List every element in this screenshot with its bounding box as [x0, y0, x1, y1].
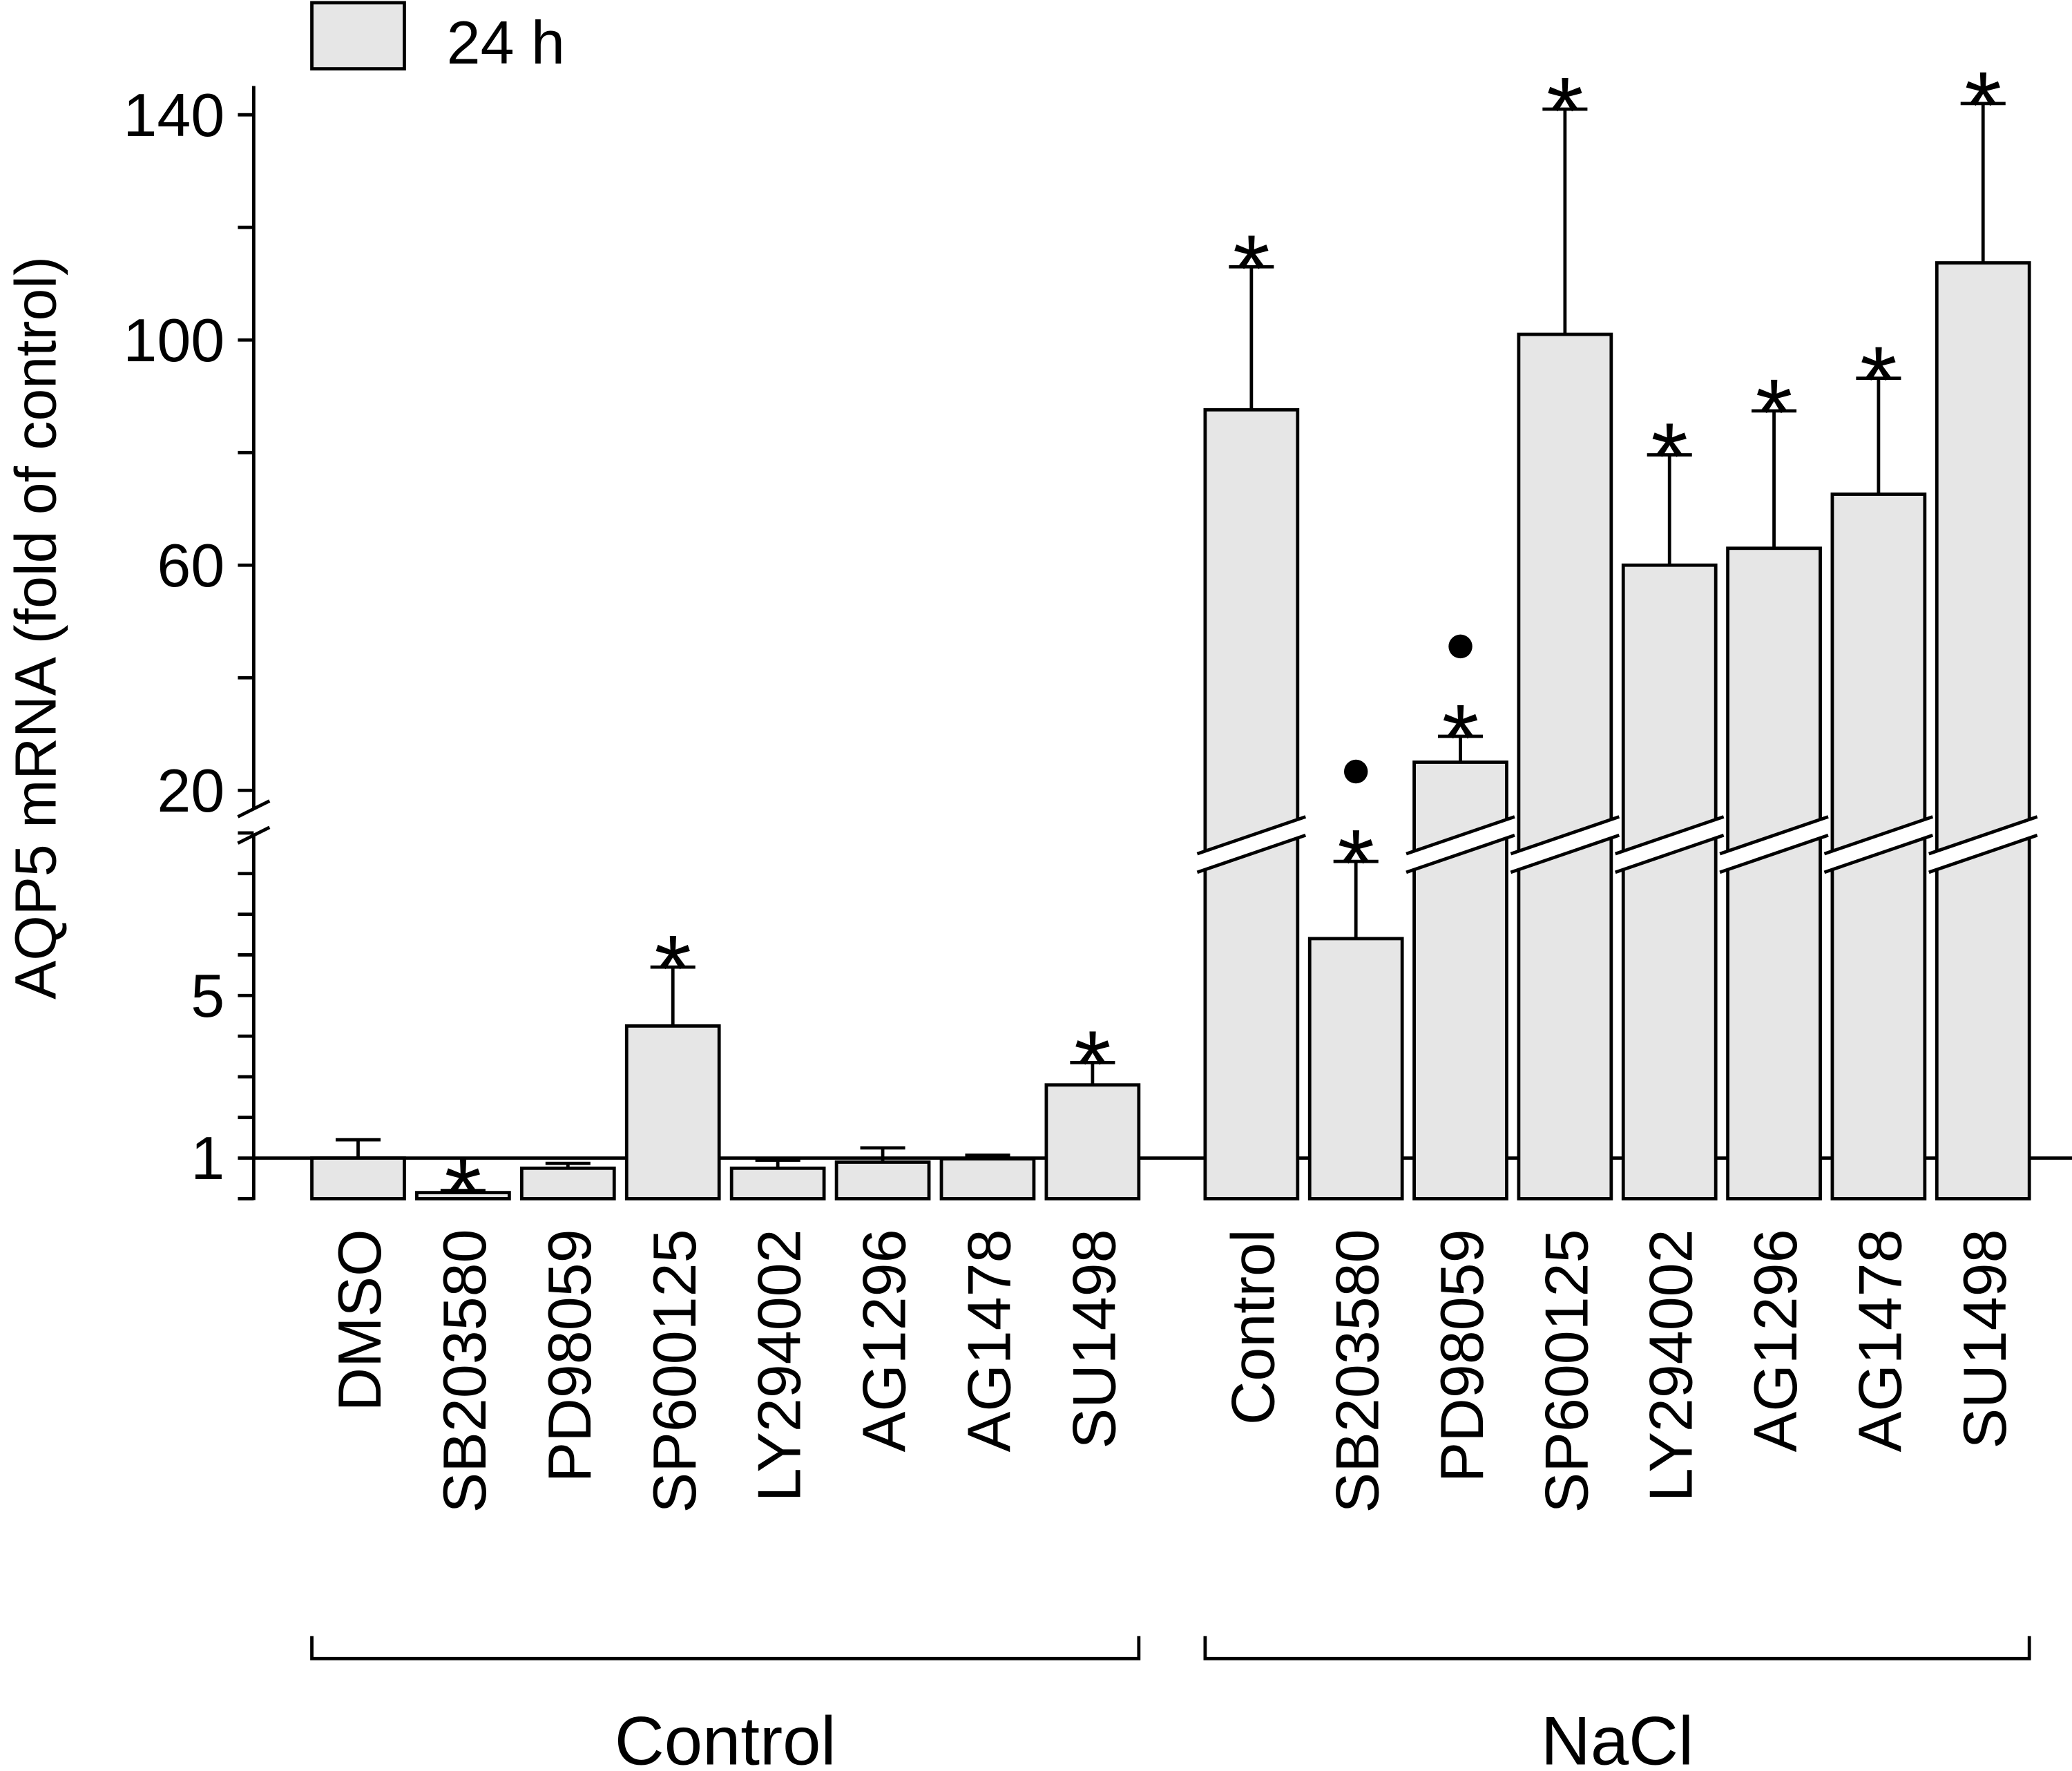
bar: [1726, 546, 1822, 1200]
y-tick-label: 20: [157, 756, 224, 825]
significance-asterisk: *: [1651, 403, 1688, 510]
x-tick-label: SU1498: [1059, 1229, 1128, 1448]
bar: [939, 1157, 1036, 1200]
x-tick-label: PD98059: [535, 1229, 604, 1482]
bar: [729, 1166, 826, 1200]
bar-break: [1510, 816, 1620, 872]
significance-asterisk: *: [1860, 327, 1897, 433]
significance-asterisk: *: [1756, 360, 1793, 466]
bar-break-line: [1719, 815, 1829, 856]
bar: [1307, 937, 1404, 1200]
axis-break-mark: [237, 825, 271, 845]
group-label: NaCl: [1541, 1703, 1694, 1771]
bar: [519, 1166, 616, 1200]
bar-break-line: [1196, 834, 1307, 874]
significance-asterisk: *: [1964, 52, 2002, 159]
bar-break-line: [1928, 834, 2038, 874]
significance-asterisk: *: [1442, 685, 1479, 792]
group-bracket: [1203, 1636, 2031, 1660]
significance-asterisk: *: [1546, 58, 1584, 164]
bar-break-line: [1928, 815, 2038, 856]
bar-break-line: [1719, 834, 1829, 874]
bar-break-line: [1823, 834, 1934, 874]
bar-break: [1615, 816, 1724, 872]
bar: [310, 1156, 406, 1200]
bar-break-line: [1823, 815, 1934, 856]
bar: [624, 1024, 721, 1200]
bar: [1517, 332, 1613, 1200]
bar-break: [1406, 816, 1515, 872]
x-tick-label: AG1296: [1741, 1229, 1810, 1452]
x-tick-label: SP600125: [640, 1229, 709, 1513]
x-tick-label: DMSO: [325, 1229, 394, 1411]
x-tick-label: SP600125: [1532, 1229, 1600, 1513]
bar-break: [1720, 816, 1829, 872]
significance-asterisk: *: [654, 916, 691, 1022]
y-tick-label: 1: [191, 1124, 224, 1192]
x-tick-label: Control: [1218, 1229, 1287, 1425]
bar-break-line: [1615, 834, 1725, 874]
x-tick-label: PD98059: [1428, 1229, 1496, 1482]
axis-break-mark: [237, 799, 271, 819]
x-tick-label: SU1498: [1950, 1229, 2019, 1448]
x-tick-label: LY294002: [1637, 1229, 1705, 1502]
bar-break: [1824, 816, 1933, 872]
bar-break-line: [1510, 834, 1620, 874]
y-tick-label: 5: [191, 961, 224, 1030]
x-tick-label: AG1478: [1845, 1229, 1914, 1452]
legend-label: 24 h: [447, 8, 565, 77]
x-tick-label: LY294002: [745, 1229, 814, 1502]
significance-asterisk: *: [1337, 810, 1374, 917]
bar: [415, 1191, 511, 1200]
bar-break-line: [1406, 834, 1515, 874]
x-tick-label: SB203580: [430, 1229, 499, 1513]
bar: [1935, 261, 2031, 1200]
x-tick-label: AG1296: [850, 1229, 919, 1452]
significance-dot: [1343, 759, 1368, 784]
bar-break-line: [1615, 815, 1725, 856]
bar-break-line: [1510, 815, 1620, 856]
bar: [1044, 1083, 1141, 1200]
significance-asterisk: *: [1074, 1011, 1111, 1118]
significance-dot: [1448, 634, 1473, 659]
y-tick-label: 60: [157, 531, 224, 600]
x-tick-label: AG1478: [955, 1229, 1024, 1452]
bar: [1621, 563, 1718, 1200]
bar-break-line: [1406, 815, 1515, 856]
x-tick-label: SB203580: [1323, 1229, 1392, 1513]
significance-asterisk: *: [445, 1139, 482, 1245]
legend-swatch: [310, 1, 406, 70]
bar: [1203, 408, 1300, 1200]
y-tick-label: 140: [123, 81, 224, 149]
bar: [834, 1160, 931, 1200]
y-tick-label: 100: [123, 306, 224, 374]
bar-break-line: [1196, 815, 1307, 856]
bar-break: [1197, 816, 1306, 872]
group-bracket: [310, 1636, 1141, 1660]
significance-asterisk: *: [1233, 216, 1270, 322]
bar-break: [1928, 816, 2037, 872]
group-label: Control: [615, 1703, 836, 1771]
y-axis-label: AQP5 mRNA (fold of control): [3, 256, 68, 999]
